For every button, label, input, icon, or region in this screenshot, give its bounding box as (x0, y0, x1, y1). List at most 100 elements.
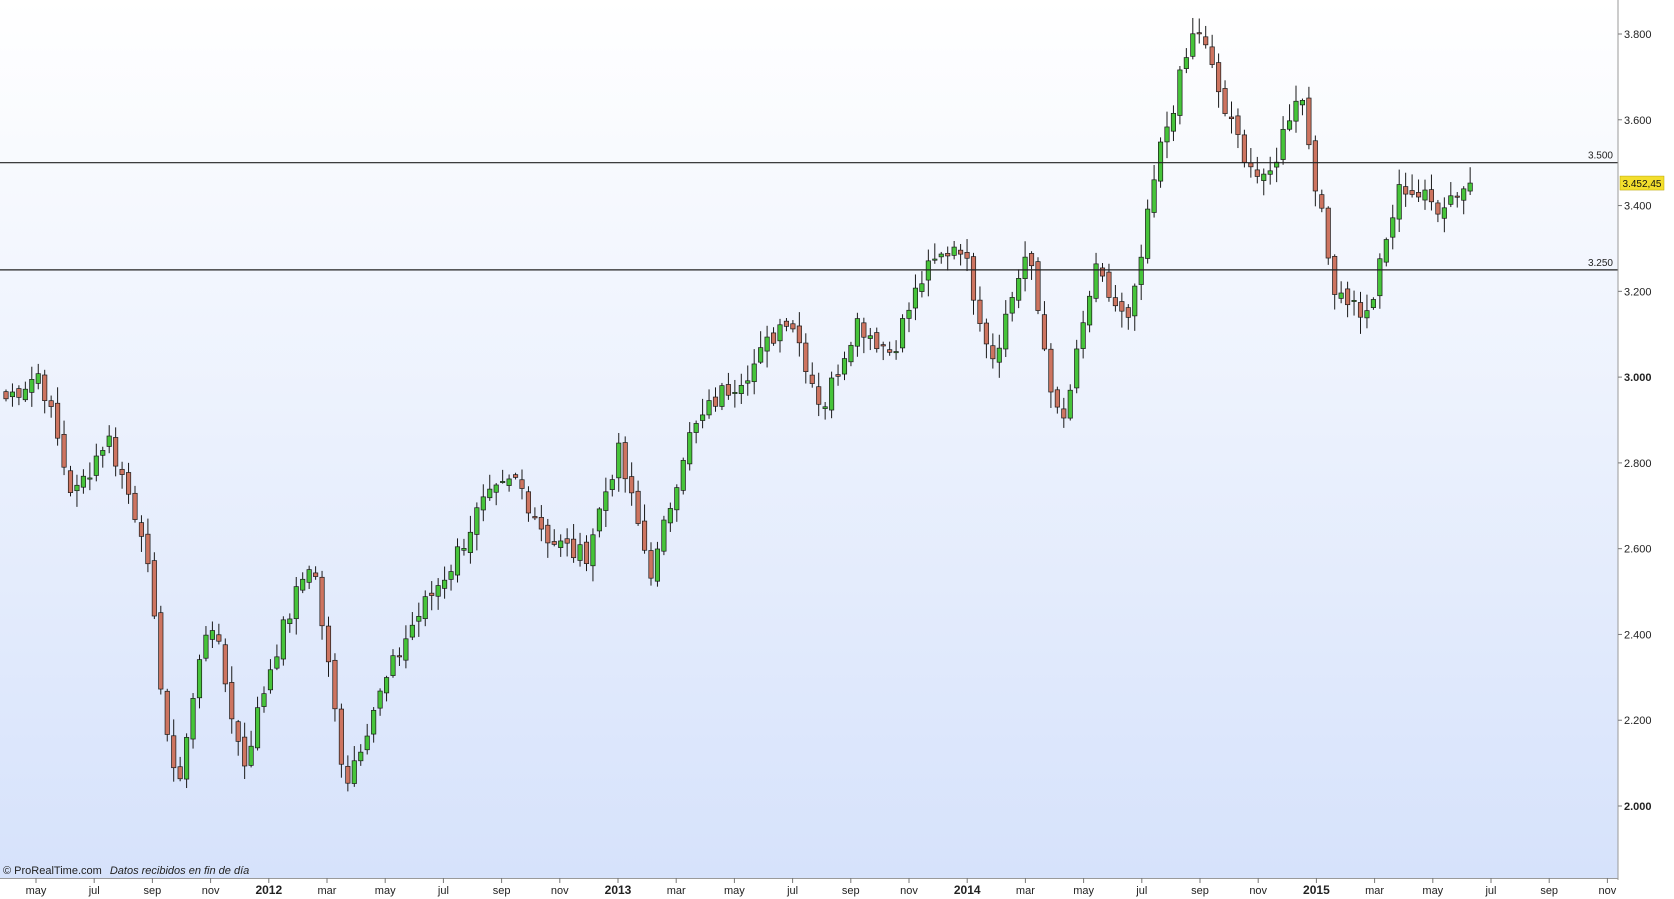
candle-body (816, 386, 822, 405)
candle (1467, 167, 1473, 196)
candle-body (177, 766, 183, 780)
candle-body (280, 619, 286, 660)
candle-body (1345, 288, 1351, 306)
candle-body (583, 541, 590, 564)
candle (35, 363, 41, 390)
candle (61, 420, 67, 476)
candle (474, 502, 480, 551)
candle (1138, 244, 1144, 301)
candle-body (151, 560, 157, 617)
x-tick-label: nov (202, 885, 220, 897)
candle (345, 755, 351, 792)
candle (480, 484, 486, 522)
candle (1087, 290, 1093, 333)
candle (1319, 189, 1325, 213)
candle-body (1325, 207, 1331, 259)
candle (229, 666, 235, 734)
candle-body (506, 478, 512, 486)
candle (1145, 199, 1151, 264)
x-tick-label: 2015 (1303, 883, 1330, 897)
candle-body (538, 516, 544, 530)
candle (132, 485, 138, 523)
candle (899, 314, 906, 353)
candle (1170, 105, 1177, 142)
candle-body (732, 392, 738, 394)
candle (203, 626, 209, 662)
candle (1415, 179, 1422, 202)
candle (906, 302, 912, 333)
x-tick-label: sep (1540, 885, 1558, 897)
candle-body (1216, 62, 1222, 93)
y-tick-label: 3.400 (1624, 201, 1652, 213)
candle (1332, 254, 1338, 310)
candle (706, 389, 712, 419)
candle (100, 446, 106, 468)
candle-body (1415, 192, 1422, 198)
candle (700, 398, 706, 429)
candle (435, 578, 441, 610)
candle (248, 730, 254, 768)
candle-body (242, 736, 248, 767)
candle-body (1467, 182, 1473, 192)
candle-body (67, 470, 74, 493)
candle-body (1286, 120, 1293, 130)
candle (177, 756, 183, 782)
candle (48, 395, 54, 418)
candle-body (1364, 310, 1370, 319)
x-tick-label: nov (900, 885, 918, 897)
horizontal-lines: 3.500 3.250 (0, 151, 1618, 271)
x-tick-label: may (1073, 885, 1094, 897)
candle-body (1448, 195, 1454, 205)
candle (409, 612, 415, 641)
candle-body (577, 544, 583, 561)
candle-body (938, 253, 944, 258)
candle-body (1054, 389, 1060, 408)
candle-body (319, 576, 325, 627)
candle (332, 653, 338, 722)
candle (1261, 168, 1267, 196)
candle-body (35, 373, 41, 384)
candle (945, 246, 951, 271)
y-tick-label: 3.600 (1624, 115, 1652, 127)
candle (267, 659, 274, 694)
candle-body (1125, 307, 1131, 318)
candle-body (132, 492, 138, 520)
candle (1054, 386, 1060, 414)
candle-body (416, 615, 422, 622)
candle-body (261, 693, 267, 707)
horizontal-line-label: 3.500 (1588, 151, 1613, 162)
x-tick-label: may (724, 885, 745, 897)
candle (738, 373, 744, 404)
candle (313, 566, 319, 580)
candle-body (1132, 285, 1138, 317)
candle (209, 621, 215, 649)
candle (390, 649, 396, 678)
candle-body (622, 442, 628, 480)
candle-body (1254, 169, 1260, 177)
candle (1099, 263, 1106, 282)
candle (396, 647, 403, 666)
candle-body (525, 491, 532, 514)
candle-body (235, 721, 241, 742)
candle-body (719, 385, 725, 407)
candle (1345, 281, 1351, 318)
candle (712, 387, 719, 412)
candle (512, 472, 519, 480)
candle (725, 372, 731, 400)
candle (609, 474, 615, 497)
candle-body (790, 323, 796, 330)
candle-body (945, 252, 951, 257)
candle (1435, 199, 1441, 223)
candle (1125, 304, 1131, 330)
candle-body (1151, 179, 1157, 213)
candle (242, 722, 248, 779)
candle-body (738, 384, 744, 394)
candle-body (970, 256, 977, 301)
candle (783, 318, 790, 332)
x-tick-label: nov (1249, 885, 1267, 897)
candle-body (1170, 112, 1177, 132)
candle-body (783, 320, 790, 327)
candle (358, 744, 364, 766)
candle-body (1235, 115, 1241, 135)
candle-body (1396, 184, 1402, 220)
